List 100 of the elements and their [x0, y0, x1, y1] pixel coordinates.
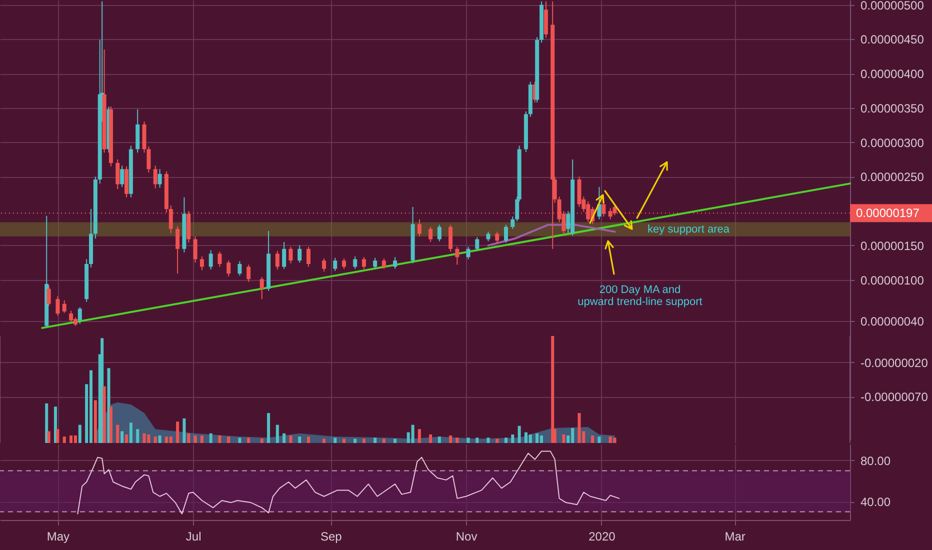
bar	[591, 436, 594, 443]
candlestick	[437, 224, 442, 242]
candlestick	[46, 284, 51, 306]
bar	[276, 424, 279, 443]
bar	[187, 433, 190, 443]
bar	[486, 438, 490, 443]
bar	[282, 433, 286, 443]
line-series	[77, 450, 620, 514]
x-tick-label: Nov	[456, 530, 478, 544]
candlestick	[393, 256, 398, 270]
bar	[45, 403, 48, 443]
bar	[289, 436, 292, 443]
bar	[116, 424, 120, 443]
bar	[496, 438, 499, 443]
candlestick	[288, 246, 293, 264]
candlestick	[448, 224, 453, 252]
y-tick-label: -0.00000020	[860, 356, 928, 370]
candlestick	[158, 168, 162, 188]
bar	[129, 422, 132, 443]
bar	[362, 438, 366, 443]
candlestick	[226, 260, 231, 277]
y-tick-label: 0.00000450	[860, 32, 924, 47]
candlestick	[260, 276, 264, 300]
bar	[247, 438, 250, 443]
bar	[200, 436, 204, 443]
bar	[142, 433, 146, 443]
y-tick-label: 0.00000040	[860, 314, 924, 329]
candlestick	[200, 256, 204, 271]
candlestick	[322, 258, 326, 272]
candlestick	[208, 250, 213, 270]
candlestick	[342, 258, 346, 270]
bar	[551, 336, 554, 443]
candlestick	[486, 231, 490, 242]
bar	[47, 431, 50, 443]
candlestick	[504, 224, 508, 244]
candlestick	[56, 296, 60, 316]
bar	[322, 438, 326, 443]
bar	[154, 436, 157, 443]
candlestick	[333, 257, 338, 272]
candlestick	[116, 159, 120, 190]
bar	[56, 429, 60, 443]
bar	[598, 436, 601, 443]
bar	[418, 429, 421, 443]
bar	[518, 426, 521, 443]
candlestick	[382, 258, 386, 270]
bar	[476, 438, 479, 443]
bar	[411, 424, 414, 443]
x-tick-label: Mar	[724, 530, 746, 544]
candlestick	[417, 218, 422, 237]
candlestick	[238, 260, 242, 276]
bar	[94, 400, 97, 443]
bar	[342, 438, 346, 443]
bar	[78, 424, 82, 443]
x-tick-label: Sep	[320, 530, 342, 544]
bar	[70, 436, 73, 443]
bar	[504, 438, 508, 443]
bar	[449, 436, 452, 443]
bar	[209, 433, 212, 443]
bar	[136, 429, 140, 443]
candlestick	[373, 257, 378, 270]
bar	[89, 370, 92, 443]
bar	[536, 433, 539, 443]
line-series	[487, 224, 616, 246]
bar	[354, 438, 357, 443]
bar	[194, 436, 197, 443]
candlestick	[428, 226, 433, 242]
candlestick	[153, 165, 158, 189]
bar	[158, 436, 162, 443]
candlestick	[246, 264, 251, 282]
y-tick-label: 0.00000300	[860, 136, 924, 150]
x-tick-label: Jul	[186, 530, 202, 544]
bar	[429, 434, 432, 443]
candlestick	[275, 250, 280, 270]
candlestick	[475, 236, 480, 252]
candlestick	[298, 244, 302, 264]
bar	[74, 436, 77, 443]
bar	[613, 438, 616, 443]
bar	[438, 436, 441, 443]
y-tick-label: 0.00000350	[860, 101, 924, 116]
bar	[382, 438, 386, 443]
candlestick	[62, 300, 66, 314]
bar	[176, 422, 180, 443]
bar	[120, 431, 124, 443]
bar	[298, 436, 302, 443]
bar	[100, 338, 104, 443]
candlestick	[466, 246, 470, 260]
candlestick	[362, 256, 366, 270]
y-tick-label: 80.00	[860, 454, 891, 468]
bar	[218, 436, 222, 443]
candlestick	[78, 306, 82, 324]
candlestick	[193, 236, 198, 264]
bar	[528, 434, 532, 443]
bar	[125, 434, 128, 443]
x-tick-label: 2020	[588, 530, 616, 544]
bar	[227, 436, 230, 443]
candlestick	[218, 251, 222, 268]
bar	[182, 418, 186, 443]
candlestick	[282, 242, 286, 270]
bar	[394, 438, 397, 443]
bar	[238, 438, 242, 443]
